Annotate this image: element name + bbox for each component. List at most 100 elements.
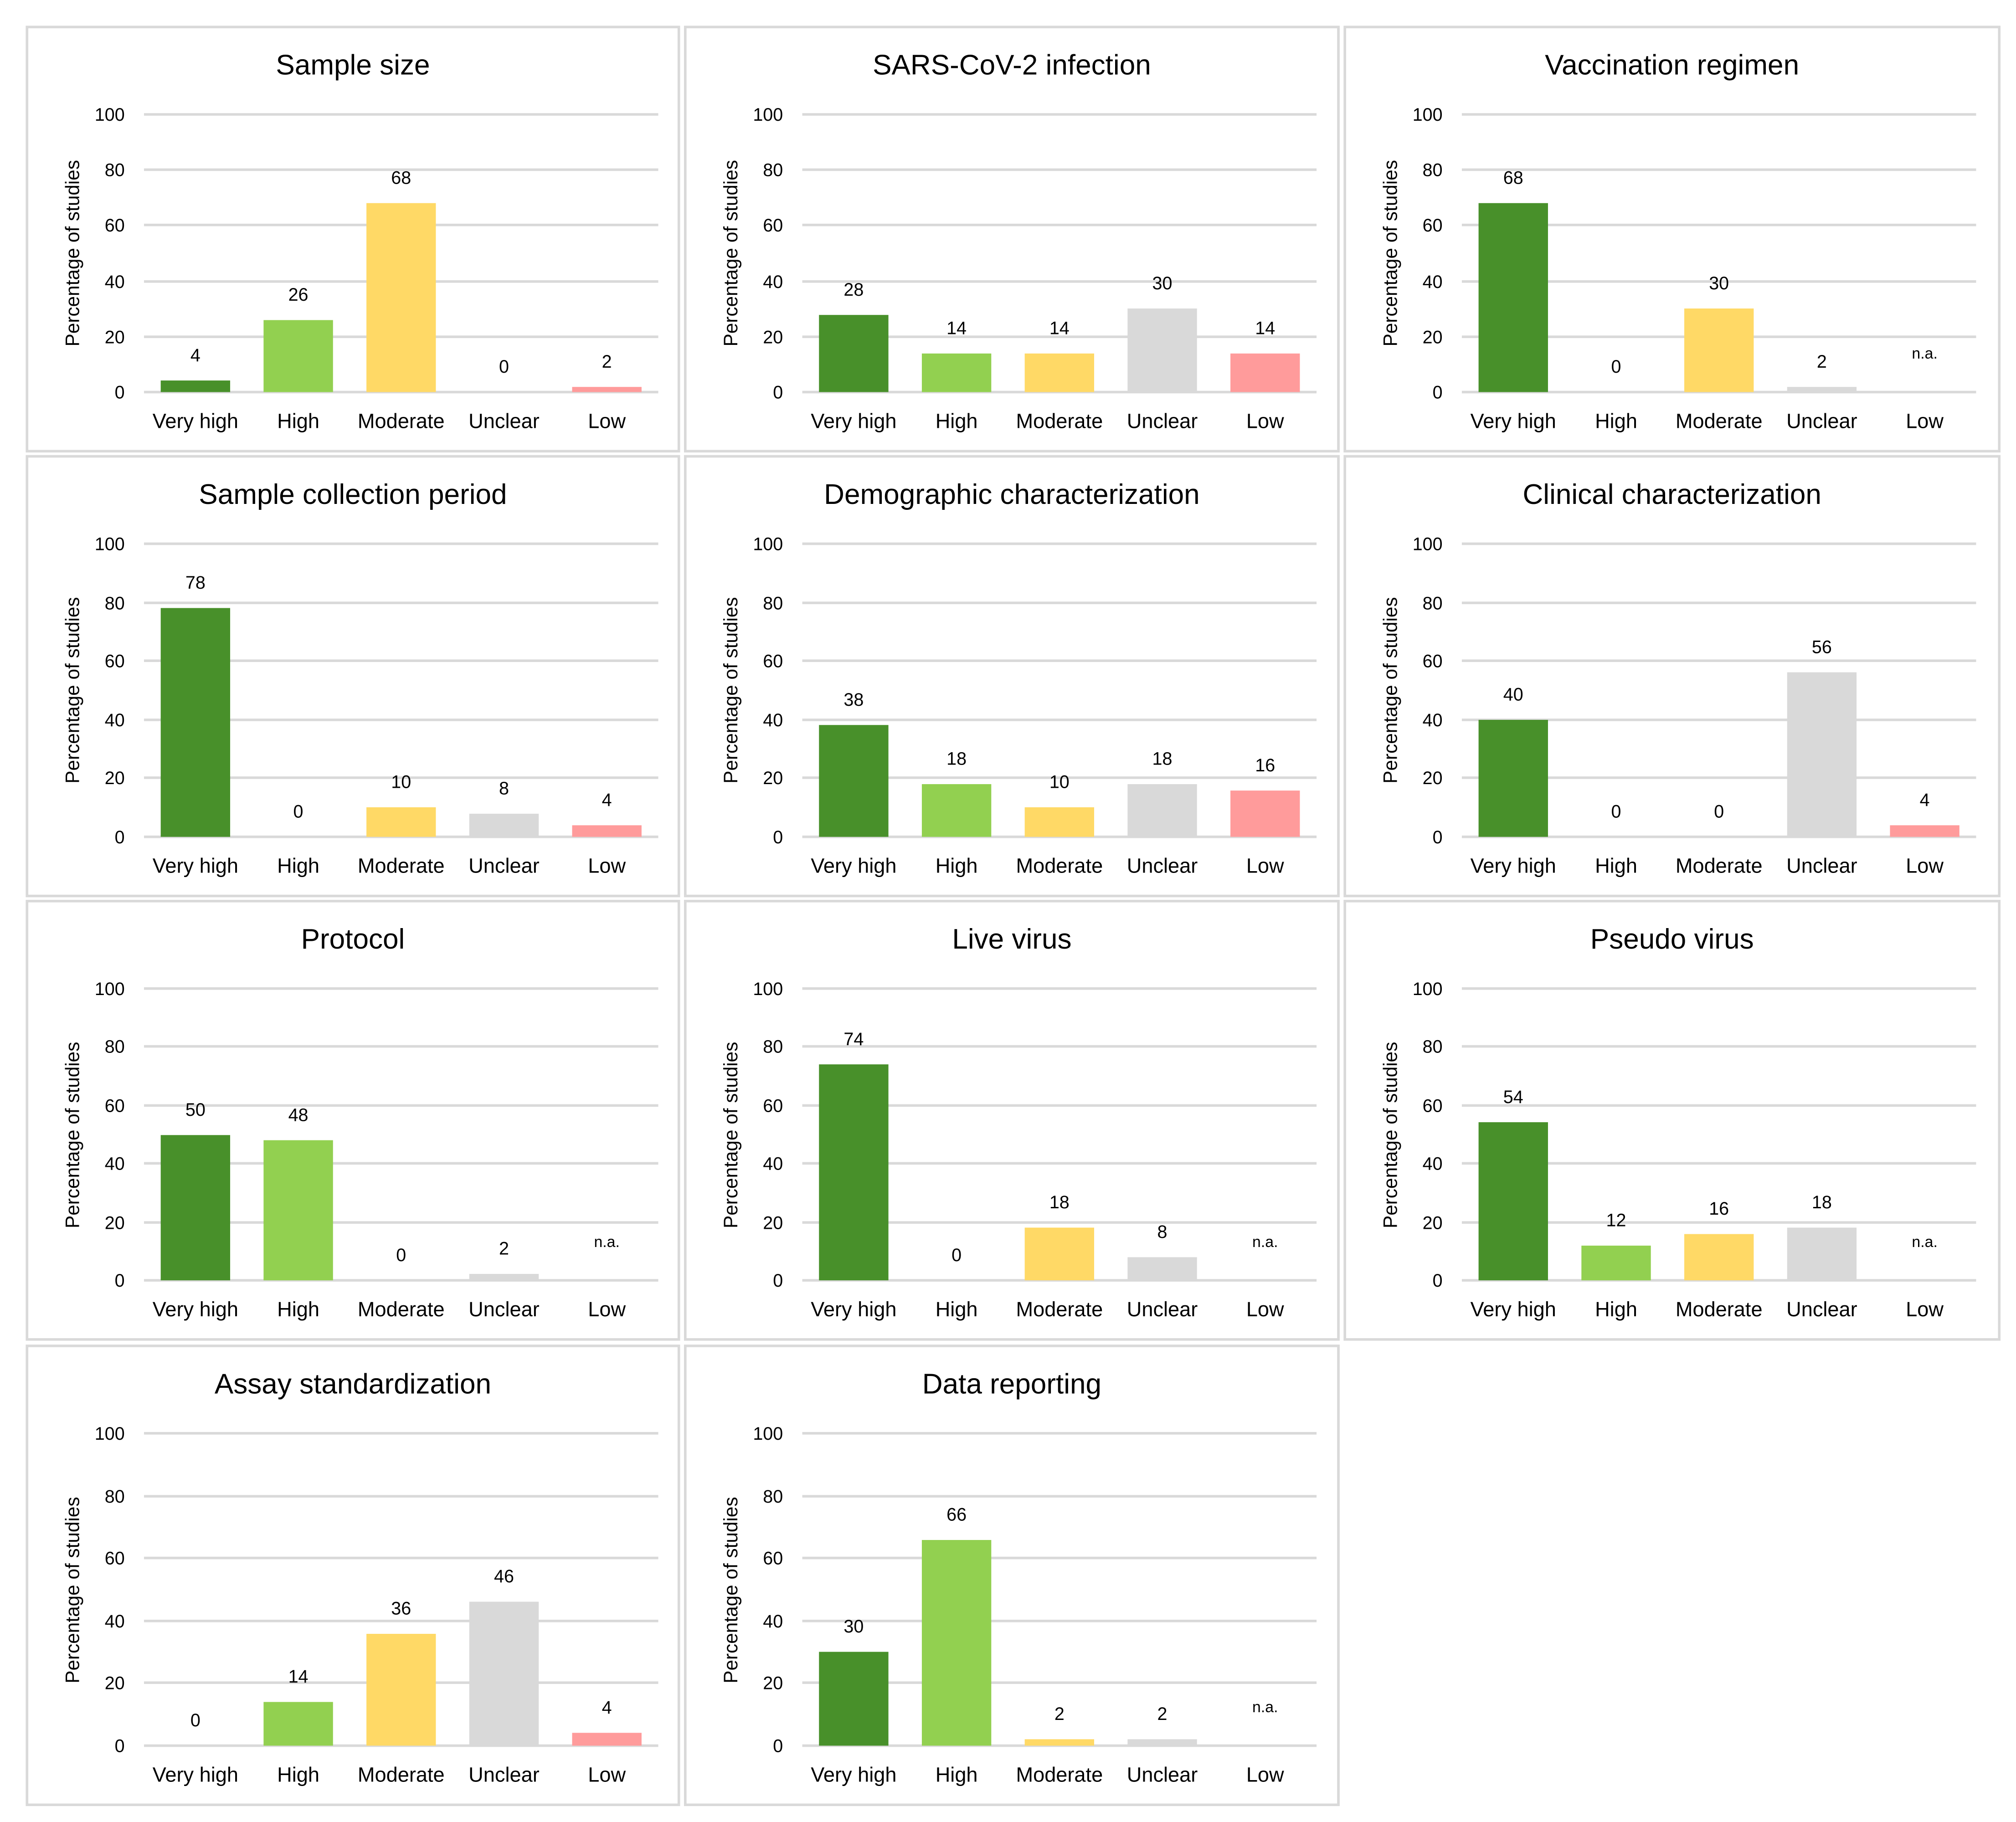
y-tick-label: 80: [1422, 592, 1443, 613]
gridline: [802, 224, 1317, 227]
x-tick-label: Moderate: [1016, 856, 1103, 878]
value-label: 4: [190, 345, 201, 366]
y-axis-label: Percentage of studies: [1380, 597, 1402, 784]
bar-moderate: [366, 203, 436, 392]
x-tick-label: Unclear: [1126, 856, 1198, 878]
x-tick-label: Low: [1246, 856, 1284, 878]
gridline: [1461, 113, 1976, 116]
value-label: 0: [1714, 801, 1724, 821]
value-label: 48: [288, 1104, 309, 1125]
y-tick-label: 80: [104, 1485, 125, 1506]
y-axis-label: Percentage of studies: [62, 597, 84, 784]
gridline: [802, 1045, 1317, 1048]
y-tick-label: 40: [763, 709, 783, 730]
gridline: [1461, 1104, 1976, 1107]
gridline: [1461, 542, 1976, 545]
gridline: [802, 1162, 1317, 1165]
x-tick-label: Moderate: [357, 1299, 445, 1322]
value-label: n.a.: [594, 1232, 620, 1251]
x-tick-label: High: [277, 411, 319, 433]
y-axis-label: Percentage of studies: [1380, 160, 1402, 347]
gridline: [802, 1279, 1317, 1282]
y-tick-label: 80: [763, 1037, 783, 1057]
value-label: 14: [946, 317, 967, 338]
bar-unclear: [1787, 386, 1857, 392]
y-tick-label: 60: [1422, 651, 1443, 672]
x-tick-label: Low: [1246, 411, 1284, 433]
gridline: [802, 1104, 1317, 1107]
bar-very-high: [160, 1134, 231, 1281]
gridline: [802, 987, 1317, 990]
chart-panel-sample-collection-period: Sample collection period 0 20 40 60 80 100 Perc…: [26, 455, 680, 898]
gridline: [802, 1744, 1317, 1747]
x-tick-label: Moderate: [357, 856, 445, 878]
chart-title: Vaccination regimen: [1545, 49, 1800, 81]
value-label: 40: [1503, 683, 1523, 704]
bar-low: [572, 825, 642, 837]
gridline: [144, 1279, 658, 1282]
bar-high: [921, 353, 992, 392]
y-tick-label: 100: [753, 1423, 783, 1444]
gridline: [1461, 777, 1976, 780]
x-tick-label: Low: [1906, 411, 1944, 433]
x-tick-label: Moderate: [1675, 856, 1763, 878]
bar-moderate: [1684, 308, 1754, 392]
value-label: n.a.: [1252, 1232, 1278, 1251]
y-tick-label: 60: [763, 1095, 783, 1116]
y-axis-label: Percentage of studies: [720, 597, 743, 784]
y-tick-label: 40: [1422, 1153, 1443, 1174]
y-tick-label: 40: [104, 1610, 125, 1631]
chart-title: Sample collection period: [199, 478, 507, 511]
x-tick-label: Unclear: [1126, 1765, 1198, 1787]
value-label: 14: [288, 1666, 309, 1687]
y-tick-label: 0: [114, 1270, 125, 1291]
y-tick-label: 40: [104, 1153, 125, 1174]
bar-moderate: [366, 1633, 436, 1746]
gridline: [802, 1619, 1317, 1622]
x-tick-label: Very high: [152, 1765, 238, 1787]
y-tick-label: 20: [1422, 326, 1443, 347]
x-tick-label: Very high: [811, 1299, 897, 1322]
x-tick-label: Moderate: [357, 411, 445, 433]
y-tick-label: 20: [104, 1211, 125, 1232]
value-label: 0: [190, 1709, 201, 1730]
value-label: 0: [499, 356, 509, 377]
chart-panel-sample-size: Sample size 0 20 40 60 80 100 Percentage of stu…: [26, 26, 680, 453]
value-label: 0: [293, 801, 303, 821]
bar-very-high: [1478, 1123, 1548, 1281]
y-axis-label: Percentage of studies: [720, 1041, 743, 1228]
x-tick-label: High: [277, 1299, 319, 1322]
x-tick-label: High: [935, 411, 978, 433]
x-tick-label: Very high: [152, 1299, 238, 1322]
chart-title: Data reporting: [922, 1367, 1102, 1400]
gridline: [802, 390, 1317, 394]
gridline: [802, 542, 1317, 545]
x-tick-label: Low: [1906, 1299, 1944, 1322]
value-label: n.a.: [1912, 1232, 1938, 1251]
gridline: [1461, 1221, 1976, 1223]
y-tick-label: 60: [1422, 215, 1443, 236]
value-label: 54: [1503, 1087, 1523, 1108]
value-label: 30: [843, 1616, 864, 1637]
x-tick-label: Low: [588, 1299, 626, 1322]
value-label: 10: [391, 771, 411, 792]
gridline: [802, 1557, 1317, 1560]
y-tick-label: 60: [104, 651, 125, 672]
bar-high: [1581, 1245, 1651, 1281]
value-label: 36: [391, 1597, 411, 1618]
bar-low: [1890, 825, 1959, 837]
x-tick-label: High: [277, 856, 319, 878]
y-tick-label: 40: [104, 271, 125, 292]
value-label: 28: [843, 278, 864, 299]
y-tick-label: 0: [1432, 381, 1443, 403]
gridline: [144, 1221, 658, 1223]
gridline: [144, 601, 658, 604]
y-tick-label: 100: [1412, 104, 1443, 125]
y-tick-label: 20: [1422, 768, 1443, 789]
y-tick-label: 40: [104, 709, 125, 730]
gridline: [1461, 659, 1976, 662]
value-label: 26: [288, 284, 309, 305]
chart-panel-pseudo-virus: Pseudo virus 0 20 40 60 80 100 Percentage of st…: [1343, 899, 2001, 1341]
y-tick-label: 80: [763, 1485, 783, 1506]
gridline: [144, 718, 658, 721]
